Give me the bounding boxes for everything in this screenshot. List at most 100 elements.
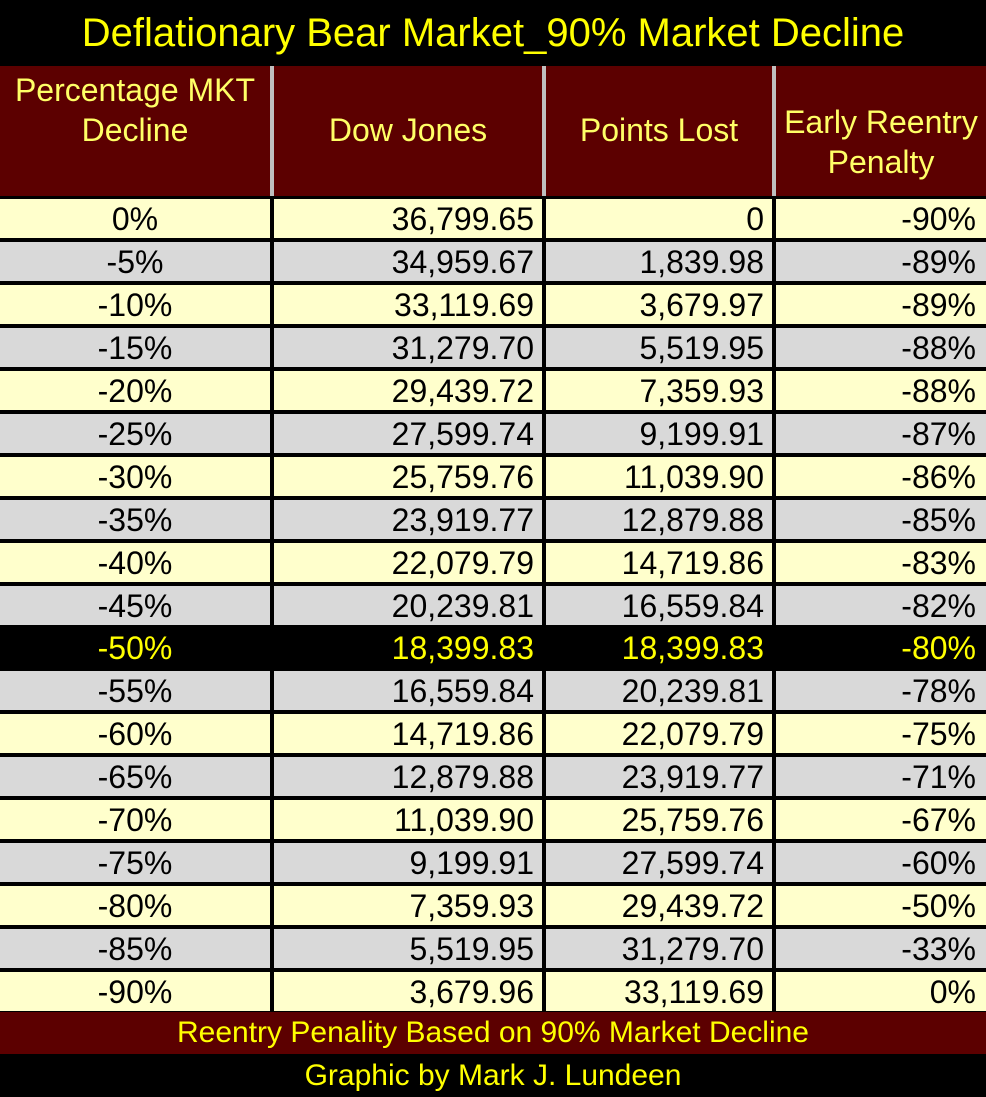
cell-dow-jones: 14,719.86: [274, 714, 542, 753]
footnote: Reentry Penality Based on 90% Market Dec…: [0, 1012, 986, 1054]
table-row: -60% 14,719.86 22,079.79 -75%: [0, 714, 986, 753]
cell-points-lost: 16,559.84: [546, 586, 772, 625]
cell-points-lost: 9,199.91: [546, 414, 772, 453]
cell-dow-jones: 12,879.88: [274, 757, 542, 796]
cell-dow-jones: 27,599.74: [274, 414, 542, 453]
cell-percentage-decline: -85%: [0, 929, 270, 968]
table-row: -45% 20,239.81 16,559.84 -82%: [0, 586, 986, 625]
cell-dow-jones: 36,799.65: [274, 199, 542, 238]
table-row: -55% 16,559.84 20,239.81 -78%: [0, 671, 986, 710]
cell-dow-jones: 16,559.84: [274, 671, 542, 710]
table-row: -35% 23,919.77 12,879.88 -85%: [0, 500, 986, 539]
cell-reentry-penalty: -71%: [776, 757, 986, 796]
cell-percentage-decline: 0%: [0, 199, 270, 238]
cell-reentry-penalty: -78%: [776, 671, 986, 710]
cell-points-lost: 29,439.72: [546, 886, 772, 925]
cell-points-lost: 22,079.79: [546, 714, 772, 753]
cell-reentry-penalty: -85%: [776, 500, 986, 539]
cell-reentry-penalty: -86%: [776, 457, 986, 496]
cell-points-lost: 12,879.88: [546, 500, 772, 539]
cell-dow-jones: 31,279.70: [274, 328, 542, 367]
table-row: -70% 11,039.90 25,759.76 -67%: [0, 800, 986, 839]
cell-dow-jones: 3,679.96: [274, 972, 542, 1011]
cell-reentry-penalty: -89%: [776, 285, 986, 324]
cell-dow-jones: 34,959.67: [274, 242, 542, 281]
cell-points-lost: 25,759.76: [546, 800, 772, 839]
cell-percentage-decline: -40%: [0, 543, 270, 582]
header-divider: [542, 66, 546, 196]
cell-points-lost: 27,599.74: [546, 843, 772, 882]
table-row: -65% 12,879.88 23,919.77 -71%: [0, 757, 986, 796]
column-header-percentage-decline: Percentage MKT Decline: [0, 66, 270, 196]
column-header-early-reentry-penalty: Early Reentry Penalty: [776, 66, 986, 196]
cell-dow-jones: 23,919.77: [274, 500, 542, 539]
cell-points-lost: 33,119.69: [546, 972, 772, 1011]
cell-percentage-decline: -10%: [0, 285, 270, 324]
cell-percentage-decline: -75%: [0, 843, 270, 882]
table-row: -25% 27,599.74 9,199.91 -87%: [0, 414, 986, 453]
cell-percentage-decline: -90%: [0, 972, 270, 1011]
cell-dow-jones: 11,039.90: [274, 800, 542, 839]
table-row: -40% 22,079.79 14,719.86 -83%: [0, 543, 986, 582]
cell-dow-jones: 7,359.93: [274, 886, 542, 925]
cell-percentage-decline: -30%: [0, 457, 270, 496]
table-row: -5% 34,959.67 1,839.98 -89%: [0, 242, 986, 281]
cell-points-lost: 0: [546, 199, 772, 238]
cell-percentage-decline: -55%: [0, 671, 270, 710]
cell-reentry-penalty: -67%: [776, 800, 986, 839]
cell-percentage-decline: -80%: [0, 886, 270, 925]
cell-points-lost: 20,239.81: [546, 671, 772, 710]
cell-points-lost: 23,919.77: [546, 757, 772, 796]
cell-reentry-penalty: -33%: [776, 929, 986, 968]
cell-reentry-penalty: -60%: [776, 843, 986, 882]
table-row: -80% 7,359.93 29,439.72 -50%: [0, 886, 986, 925]
cell-reentry-penalty: -88%: [776, 371, 986, 410]
cell-dow-jones: 22,079.79: [274, 543, 542, 582]
table-row: -75% 9,199.91 27,599.74 -60%: [0, 843, 986, 882]
table-title: Deflationary Bear Market_90% Market Decl…: [0, 0, 986, 66]
cell-points-lost: 14,719.86: [546, 543, 772, 582]
cell-percentage-decline: -35%: [0, 500, 270, 539]
cell-dow-jones: 29,439.72: [274, 371, 542, 410]
cell-reentry-penalty: -82%: [776, 586, 986, 625]
table-body: 0% 36,799.65 0 -90% -5% 34,959.67 1,839.98 -89%…: [0, 196, 986, 1012]
cell-percentage-decline: -5%: [0, 242, 270, 281]
header-divider: [772, 66, 776, 196]
cell-dow-jones: 5,519.95: [274, 929, 542, 968]
cell-percentage-decline: -70%: [0, 800, 270, 839]
cell-points-lost: 11,039.90: [546, 457, 772, 496]
cell-dow-jones: 20,239.81: [274, 586, 542, 625]
cell-dow-jones: 25,759.76: [274, 457, 542, 496]
cell-dow-jones: 18,399.83: [274, 628, 542, 667]
table-row: -85% 5,519.95 31,279.70 -33%: [0, 929, 986, 968]
cell-points-lost: 1,839.98: [546, 242, 772, 281]
cell-reentry-penalty: 0%: [776, 972, 986, 1011]
cell-points-lost: 7,359.93: [546, 371, 772, 410]
cell-reentry-penalty: -88%: [776, 328, 986, 367]
cell-reentry-penalty: -89%: [776, 242, 986, 281]
cell-percentage-decline: -20%: [0, 371, 270, 410]
column-header-dow-jones: Dow Jones: [274, 66, 542, 196]
cell-reentry-penalty: -87%: [776, 414, 986, 453]
cell-percentage-decline: -15%: [0, 328, 270, 367]
table-row: -90% 3,679.96 33,119.69 0%: [0, 972, 986, 1011]
cell-percentage-decline: -60%: [0, 714, 270, 753]
cell-reentry-penalty: -50%: [776, 886, 986, 925]
table-row: -15% 31,279.70 5,519.95 -88%: [0, 328, 986, 367]
cell-reentry-penalty: -80%: [776, 628, 986, 667]
cell-points-lost: 3,679.97: [546, 285, 772, 324]
cell-points-lost: 5,519.95: [546, 328, 772, 367]
cell-percentage-decline: -65%: [0, 757, 270, 796]
table-row: 0% 36,799.65 0 -90%: [0, 199, 986, 238]
cell-reentry-penalty: -83%: [776, 543, 986, 582]
cell-percentage-decline: -50%: [0, 628, 270, 667]
table-row: -30% 25,759.76 11,039.90 -86%: [0, 457, 986, 496]
cell-dow-jones: 9,199.91: [274, 843, 542, 882]
credit: Graphic by Mark J. Lundeen: [0, 1054, 986, 1097]
cell-percentage-decline: -25%: [0, 414, 270, 453]
cell-reentry-penalty: -75%: [776, 714, 986, 753]
cell-percentage-decline: -45%: [0, 586, 270, 625]
table-row: -20% 29,439.72 7,359.93 -88%: [0, 371, 986, 410]
table-row: -50% 18,399.83 18,399.83 -80%: [0, 628, 986, 667]
column-header-points-lost: Points Lost: [546, 66, 772, 196]
